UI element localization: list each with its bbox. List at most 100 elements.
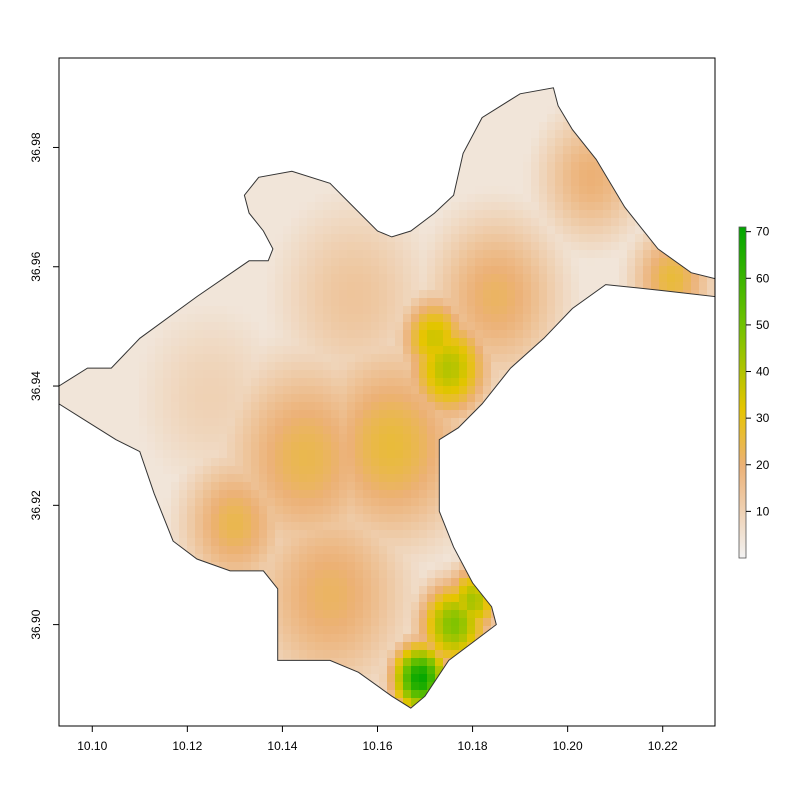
raster-cell	[355, 474, 364, 483]
raster-cell	[531, 242, 540, 251]
raster-cell	[467, 506, 476, 515]
raster-cell	[251, 490, 260, 499]
raster-cell	[403, 194, 412, 203]
raster-cell	[531, 410, 540, 419]
raster-cell	[179, 106, 188, 115]
raster-cell	[251, 250, 260, 259]
raster-cell	[459, 482, 468, 491]
raster-cell	[371, 426, 380, 435]
raster-cell	[299, 210, 308, 219]
raster-cell	[523, 370, 532, 379]
raster-cell	[419, 346, 428, 355]
raster-cell	[411, 202, 420, 211]
raster-cell	[675, 66, 684, 75]
raster-cell	[459, 98, 468, 107]
raster-cell	[203, 410, 212, 419]
raster-cell	[131, 242, 140, 251]
raster-cell	[195, 282, 204, 291]
raster-cell	[123, 90, 132, 99]
raster-cell	[259, 194, 268, 203]
raster-cell	[387, 282, 396, 291]
raster-cell	[515, 434, 524, 443]
raster-cell	[331, 122, 340, 131]
raster-cell	[211, 522, 220, 531]
raster-cell	[651, 274, 660, 283]
raster-cell	[115, 98, 124, 107]
raster-cell	[203, 58, 212, 67]
raster-cell	[579, 378, 588, 387]
raster-cell	[587, 466, 596, 475]
raster-cell	[555, 362, 564, 371]
raster-cell	[611, 106, 620, 115]
raster-cell	[475, 194, 484, 203]
raster-cell	[627, 354, 636, 363]
raster-cell	[355, 114, 364, 123]
raster-cell	[123, 410, 132, 419]
raster-cell	[651, 466, 660, 475]
raster-cell	[91, 458, 100, 467]
raster-cell	[675, 466, 684, 475]
raster-cell	[155, 418, 164, 427]
raster-cell	[187, 170, 196, 179]
raster-cell	[291, 234, 300, 243]
raster-cell	[443, 154, 452, 163]
raster-cell	[251, 522, 260, 531]
raster-cell	[379, 242, 388, 251]
raster-cell	[131, 234, 140, 243]
raster-cell	[83, 498, 92, 507]
raster-cell	[411, 498, 420, 507]
raster-cell	[195, 274, 204, 283]
raster-cell	[219, 194, 228, 203]
raster-cell	[187, 90, 196, 99]
raster-cell	[539, 386, 548, 395]
raster-cell	[115, 378, 124, 387]
raster-cell	[307, 114, 316, 123]
raster-cell	[123, 98, 132, 107]
raster-cell	[571, 450, 580, 459]
raster-cell	[179, 250, 188, 259]
raster-cell	[547, 202, 556, 211]
raster-cell	[707, 274, 715, 283]
raster-cell	[91, 378, 100, 387]
raster-cell	[547, 234, 556, 243]
raster-cell	[395, 482, 404, 491]
raster-cell	[211, 186, 220, 195]
raster-cell	[523, 298, 532, 307]
raster-cell	[83, 442, 92, 451]
raster-cell	[435, 114, 444, 123]
raster-cell	[187, 490, 196, 499]
raster-cell	[595, 522, 604, 531]
raster-cell	[603, 458, 612, 467]
raster-cell	[683, 106, 692, 115]
raster-cell	[171, 138, 180, 147]
raster-cell	[395, 474, 404, 483]
raster-cell	[83, 250, 92, 259]
raster-cell	[331, 474, 340, 483]
raster-cell	[363, 346, 372, 355]
raster-cell	[283, 442, 292, 451]
raster-cell	[387, 274, 396, 283]
raster-cell	[707, 522, 715, 531]
raster-cell	[243, 242, 252, 251]
raster-cell	[611, 306, 620, 315]
raster-cell	[499, 178, 508, 187]
raster-cell	[571, 282, 580, 291]
raster-cell	[171, 482, 180, 491]
raster-cell	[459, 266, 468, 275]
raster-cell	[651, 482, 660, 491]
raster-cell	[395, 538, 404, 547]
raster-cell	[355, 266, 364, 275]
raster-cell	[531, 370, 540, 379]
raster-cell	[555, 114, 564, 123]
raster-cell	[411, 114, 420, 123]
raster-cell	[635, 290, 644, 299]
raster-cell	[91, 258, 100, 267]
raster-cell	[187, 450, 196, 459]
raster-cell	[339, 322, 348, 331]
raster-cell	[67, 122, 76, 131]
raster-cell	[443, 442, 452, 451]
raster-cell	[683, 146, 692, 155]
raster-cell	[323, 266, 332, 275]
raster-cell	[139, 154, 148, 163]
raster-cell	[91, 306, 100, 315]
